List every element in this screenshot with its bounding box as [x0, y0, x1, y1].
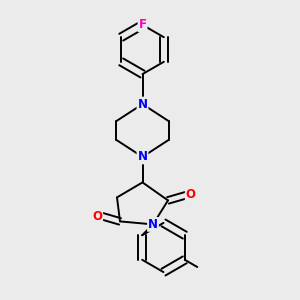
Text: N: N [148, 218, 158, 231]
Text: N: N [137, 150, 148, 164]
Text: O: O [92, 209, 102, 223]
Text: F: F [139, 18, 146, 32]
Text: O: O [186, 188, 196, 202]
Text: N: N [137, 98, 148, 111]
